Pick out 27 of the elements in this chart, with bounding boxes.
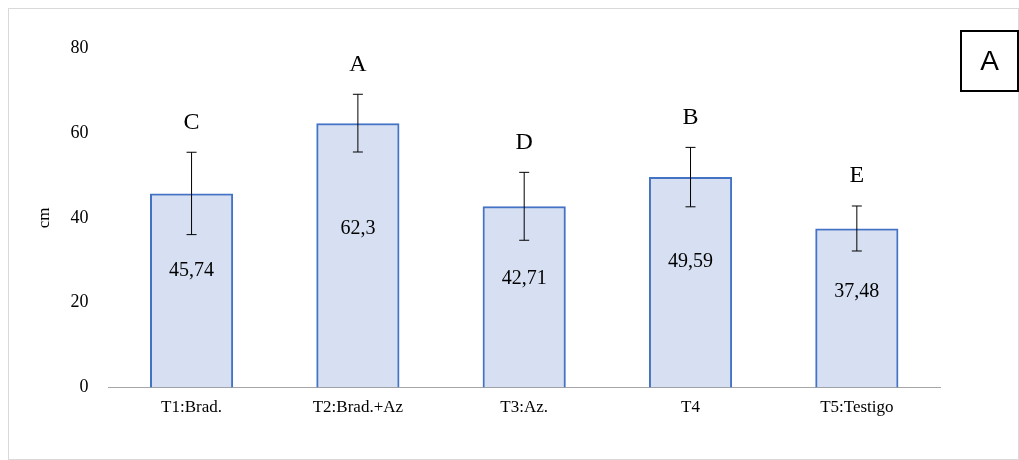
data-label: 37,48 xyxy=(834,279,880,302)
data-label: 42,71 xyxy=(501,266,547,289)
x-tick-label: T5:Testigo xyxy=(820,397,894,417)
bar xyxy=(648,177,733,388)
bar xyxy=(316,123,400,388)
annotation: C xyxy=(183,107,200,134)
bar xyxy=(482,206,566,388)
x-tick-label: T4 xyxy=(681,397,701,417)
annotation: B xyxy=(682,102,699,129)
bar xyxy=(815,228,899,388)
annotation: A xyxy=(349,49,368,76)
y-tick-label: 0 xyxy=(79,376,89,397)
annotation: D xyxy=(515,127,533,154)
y-tick-label: 80 xyxy=(70,36,89,57)
data-label: 62,3 xyxy=(340,216,376,239)
y-tick-label: 60 xyxy=(70,121,89,142)
data-label: 45,74 xyxy=(169,258,215,281)
x-tick-label: T2:Brad.+Az xyxy=(312,397,404,417)
y-axis-title: cm xyxy=(33,207,53,229)
data-label: 49,59 xyxy=(668,248,714,271)
y-tick-label: 20 xyxy=(70,291,89,312)
bar xyxy=(149,193,234,388)
x-tick-label: T1:Brad. xyxy=(161,397,223,417)
x-tick-label: T3:Az. xyxy=(500,397,549,417)
annotation: E xyxy=(849,161,865,188)
text: A xyxy=(960,30,1019,92)
y-tick-label: 40 xyxy=(70,206,89,227)
